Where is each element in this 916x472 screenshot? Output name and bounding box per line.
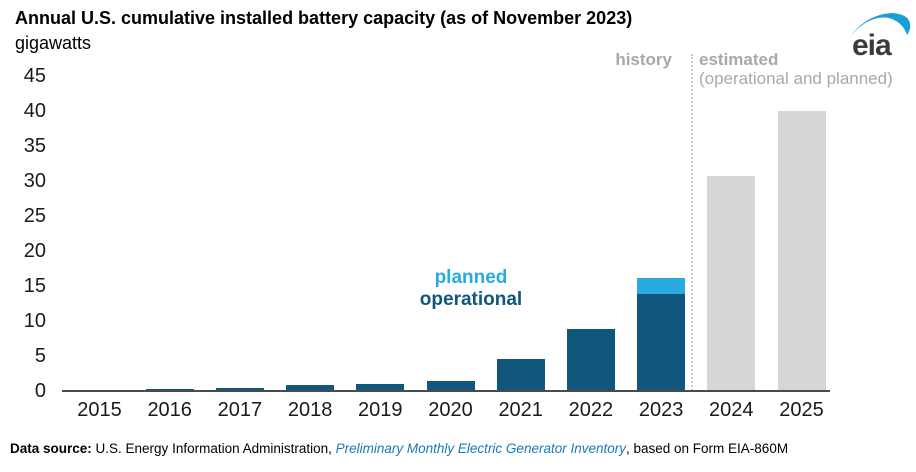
data-source-note: Data source: U.S. Energy Information Adm… <box>10 441 788 456</box>
y-tick-label-35: 35 <box>23 134 46 157</box>
legend-planned-label: planned <box>434 267 508 288</box>
estimated-sub-label: (operational and planned) <box>699 69 893 88</box>
bar-2022-operational <box>566 329 615 391</box>
y-tick-label-25: 25 <box>23 204 46 227</box>
x-tick-label-2019: 2019 <box>358 399 403 421</box>
x-tick-label-2018: 2018 <box>287 399 333 421</box>
y-tick-label-15: 15 <box>23 274 46 297</box>
y-tick-label-30: 30 <box>23 169 46 192</box>
y-tick-label-20: 20 <box>23 239 46 262</box>
bar-2023-operational <box>637 294 686 391</box>
x-tick-label-2016: 2016 <box>147 399 192 421</box>
y-axis-unit-label: gigawatts <box>15 33 92 53</box>
bar-2016-operational <box>145 388 194 391</box>
x-tick-label-2023: 2023 <box>638 399 684 421</box>
x-tick-label-2024: 2024 <box>709 399 754 421</box>
y-tick-label-5: 5 <box>34 344 46 367</box>
bar-2021-operational <box>496 358 545 391</box>
bar-2018-operational <box>286 385 335 391</box>
x-tick-label-2022: 2022 <box>568 399 614 421</box>
bar-2019-operational <box>356 384 405 391</box>
estimated-label: estimated <box>699 50 779 69</box>
y-tick-label-45: 45 <box>23 64 46 87</box>
x-tick-label-2021: 2021 <box>498 399 543 421</box>
eia-logo-text: eia <box>852 29 892 62</box>
bar-2017-operational <box>215 387 264 391</box>
y-tick-label-0: 0 <box>34 379 46 402</box>
chart-legend: planned operational <box>370 267 572 311</box>
data-source-text1: U.S. Energy Information Administration, <box>91 441 336 456</box>
history-estimated-divider <box>691 54 693 391</box>
data-source-link[interactable]: Preliminary Monthly Electric Generator I… <box>335 441 626 456</box>
history-region-label: history <box>615 50 672 69</box>
x-axis-line <box>62 390 830 392</box>
x-tick-label-2020: 2020 <box>428 399 473 421</box>
y-tick-label-40: 40 <box>23 99 46 122</box>
y-tick-label-10: 10 <box>23 309 46 332</box>
x-tick-label-2015: 2015 <box>77 399 122 421</box>
data-source-text2: , based on Form EIA-860M <box>626 441 789 456</box>
page-title: Annual U.S. cumulative installed battery… <box>15 8 633 28</box>
data-source-label: Data source: <box>10 441 92 456</box>
bar-2020-operational <box>426 380 475 391</box>
bar-2024-estimated <box>707 176 756 391</box>
estimated-region-label: estimated (operational and planned) <box>699 50 914 88</box>
bar-2025-estimated <box>777 111 826 391</box>
bar-2023-planned <box>637 277 686 295</box>
eia-logo-swoosh-icon <box>850 13 911 37</box>
legend-operational-label: operational <box>419 289 523 310</box>
eia-logo: eia <box>850 13 911 62</box>
x-tick-label-2025: 2025 <box>779 399 824 421</box>
x-tick-label-2017: 2017 <box>217 399 263 421</box>
